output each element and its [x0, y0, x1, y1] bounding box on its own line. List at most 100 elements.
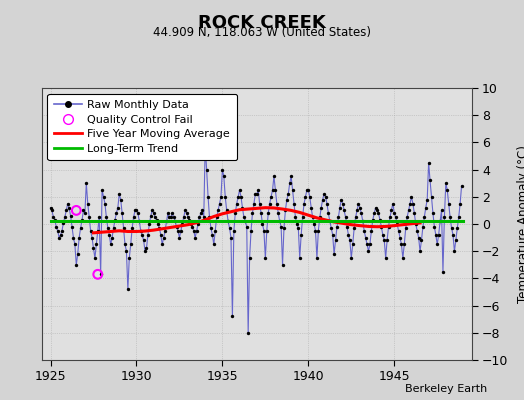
Point: [164, 210, 172, 216]
Point: [190, 228, 198, 234]
Point: [178, 221, 187, 227]
Point: [389, 200, 397, 207]
Point: [348, 241, 357, 248]
Point: [111, 217, 119, 223]
Point: [49, 214, 58, 220]
Point: [403, 214, 411, 220]
Point: [248, 210, 257, 216]
Point: [354, 200, 363, 207]
Point: [347, 255, 355, 261]
Point: [442, 180, 450, 186]
Point: [377, 224, 386, 230]
Point: [225, 225, 234, 231]
Point: [81, 210, 89, 216]
Point: [271, 187, 280, 193]
Point: [453, 225, 462, 231]
Point: [391, 214, 400, 220]
Point: [165, 214, 173, 220]
Point: [65, 204, 73, 211]
Point: [141, 248, 149, 254]
Point: [274, 210, 282, 216]
Point: [284, 191, 292, 197]
Point: [313, 255, 321, 261]
Point: [291, 214, 300, 220]
Point: [51, 217, 59, 223]
Point: [416, 248, 424, 254]
Point: [154, 221, 162, 227]
Point: [364, 248, 373, 254]
Point: [106, 241, 115, 248]
Point: [317, 204, 325, 211]
Point: [447, 225, 456, 231]
Point: [132, 207, 140, 214]
Point: [221, 194, 230, 200]
Text: ROCK CREEK: ROCK CREEK: [198, 14, 326, 32]
Point: [325, 218, 334, 224]
Point: [59, 220, 68, 226]
Point: [228, 313, 237, 320]
Point: [162, 218, 171, 224]
Point: [296, 255, 304, 261]
Point: [118, 210, 126, 216]
Point: [230, 228, 238, 234]
Point: [286, 180, 294, 186]
Point: [201, 142, 210, 148]
Point: [434, 232, 443, 238]
Point: [119, 225, 128, 231]
Point: [135, 218, 144, 224]
Point: [329, 232, 337, 238]
Point: [218, 166, 226, 173]
Point: [98, 187, 106, 193]
Point: [92, 241, 101, 248]
Point: [145, 221, 154, 227]
Point: [73, 251, 82, 257]
Point: [268, 187, 277, 193]
Point: [122, 248, 130, 254]
Point: [424, 160, 433, 166]
Point: [196, 210, 205, 216]
Point: [413, 228, 421, 234]
Point: [157, 232, 165, 238]
Point: [251, 191, 259, 197]
Point: [383, 237, 391, 244]
Point: [126, 241, 135, 248]
Point: [343, 224, 351, 230]
Point: [241, 218, 249, 224]
Point: [315, 214, 324, 220]
Point: [314, 228, 323, 234]
Point: [341, 214, 350, 220]
Point: [68, 224, 76, 230]
Point: [414, 234, 423, 241]
Point: [125, 255, 134, 261]
Point: [282, 196, 291, 203]
Point: [108, 234, 116, 241]
Point: [63, 200, 72, 207]
Point: [452, 237, 460, 244]
Point: [384, 224, 392, 230]
Point: [72, 262, 81, 268]
Point: [440, 214, 449, 220]
Point: [158, 241, 167, 248]
Point: [454, 214, 463, 220]
Point: [336, 204, 344, 211]
Point: [357, 210, 366, 216]
Point: [430, 224, 439, 230]
Point: [426, 177, 434, 184]
Point: [406, 200, 414, 207]
Point: [411, 221, 420, 227]
Point: [270, 173, 278, 180]
Point: [363, 241, 371, 248]
Point: [207, 225, 215, 231]
Point: [337, 196, 345, 203]
Point: [439, 268, 447, 275]
Point: [367, 228, 376, 234]
Point: [368, 217, 377, 223]
Point: [324, 210, 333, 216]
Point: [370, 210, 378, 216]
Point: [396, 234, 404, 241]
Point: [46, 204, 54, 211]
Point: [86, 228, 95, 234]
Point: [301, 194, 310, 200]
Point: [235, 187, 244, 193]
Point: [61, 214, 69, 220]
